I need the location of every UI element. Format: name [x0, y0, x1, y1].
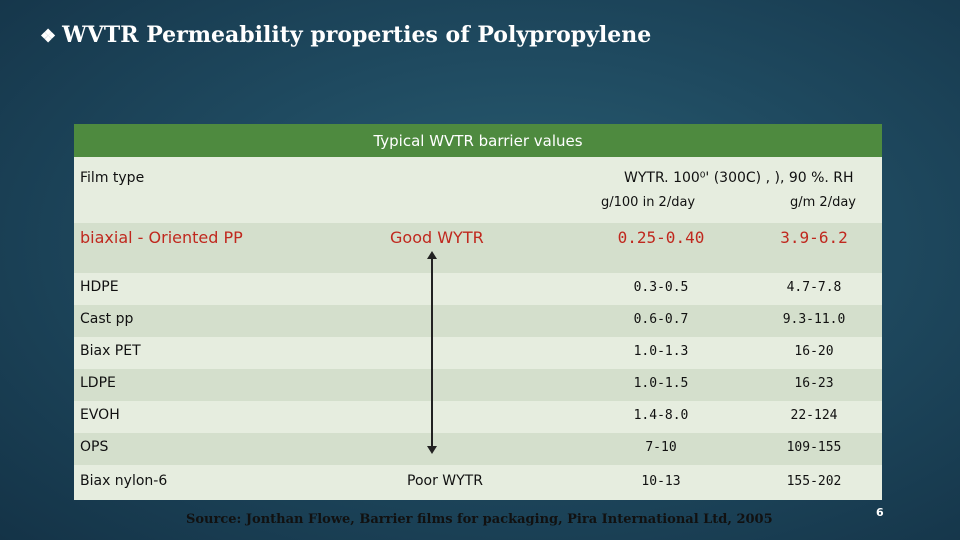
wvtr-scale-arrow [431, 257, 433, 449]
wvtr-metric-cell: 16-23 [794, 376, 834, 391]
slide-title: ❖ WVTR Permeability properties of Polypro… [40, 22, 651, 48]
header-film-type: Film type [80, 170, 145, 186]
table-title-row: Typical WVTR barrier values [74, 124, 882, 157]
table-row: Biax PET 1.0-1.3 16-20 [74, 337, 882, 370]
slide-title-text: WVTR Permeability properties of Polyprop… [62, 22, 652, 48]
wvtr-metric-cell: 22-124 [790, 408, 838, 423]
table-row: biaxial - Oriented PP Good WYTR 0.25-0.4… [74, 223, 882, 274]
wvtr-metric-cell: 155-202 [786, 474, 842, 489]
wvtr-imperial-cell: 0.3-0.5 [633, 280, 689, 295]
wvtr-imperial-cell: 1.0-1.5 [633, 376, 689, 391]
header-wvtr-condition: WYTR. 100⁰' (300C) , ), 90 %. RH [624, 170, 854, 186]
wvtr-metric-cell: 9.3-11.0 [782, 312, 846, 327]
film-type-cell: Biax PET [80, 343, 141, 359]
header-unit-imperial: g/100 in 2/day [601, 195, 696, 210]
diamond-bullet-icon: ❖ [40, 26, 57, 47]
wvtr-table: Typical WVTR barrier values Film type WY… [74, 124, 882, 500]
header-unit-metric: g/m 2/day [790, 195, 856, 210]
wvtr-metric-cell: 3.9-6.2 [780, 228, 848, 247]
arrow-down-icon [427, 446, 437, 454]
wvtr-metric-cell: 4.7-7.8 [786, 280, 842, 295]
wvtr-imperial-cell: 1.0-1.3 [633, 344, 689, 359]
table-header-row: Film type WYTR. 100⁰' (300C) , ), 90 %. … [74, 157, 882, 224]
table-row: Cast pp 0.6-0.7 9.3-11.0 [74, 305, 882, 338]
table-title: Typical WVTR barrier values [373, 132, 583, 150]
wvtr-imperial-cell: 1.4-8.0 [633, 408, 689, 423]
table-row: LDPE 1.0-1.5 16-23 [74, 369, 882, 402]
table-row: HDPE 0.3-0.5 4.7-7.8 [74, 273, 882, 306]
wvtr-imperial-cell: 0.25-0.40 [617, 228, 705, 247]
wvtr-metric-cell: 109-155 [786, 440, 842, 455]
arrow-up-icon [427, 251, 437, 259]
poor-wvtr-label: Poor WYTR [407, 473, 483, 489]
page-number: 6 [876, 506, 884, 519]
wvtr-imperial-cell: 0.6-0.7 [633, 312, 689, 327]
table-row: Biax nylon-6 Poor WYTR 10-13 155-202 [74, 465, 882, 500]
wvtr-metric-cell: 16-20 [794, 344, 834, 359]
film-type-cell: biaxial - Oriented PP [80, 228, 243, 247]
film-type-cell: EVOH [80, 407, 120, 423]
wvtr-imperial-cell: 7-10 [645, 440, 677, 455]
film-type-cell: HDPE [80, 279, 119, 295]
film-type-cell: Biax nylon-6 [80, 473, 168, 489]
source-citation: Source: Jonthan Flowe, Barrier films for… [186, 512, 773, 527]
film-type-cell: OPS [80, 439, 109, 455]
film-type-cell: LDPE [80, 375, 116, 391]
table-row: OPS 7-10 109-155 [74, 433, 882, 466]
film-type-cell: Cast pp [80, 311, 134, 327]
wvtr-imperial-cell: 10-13 [641, 474, 681, 489]
good-wvtr-label: Good WYTR [390, 228, 484, 247]
table-row: EVOH 1.4-8.0 22-124 [74, 401, 882, 434]
